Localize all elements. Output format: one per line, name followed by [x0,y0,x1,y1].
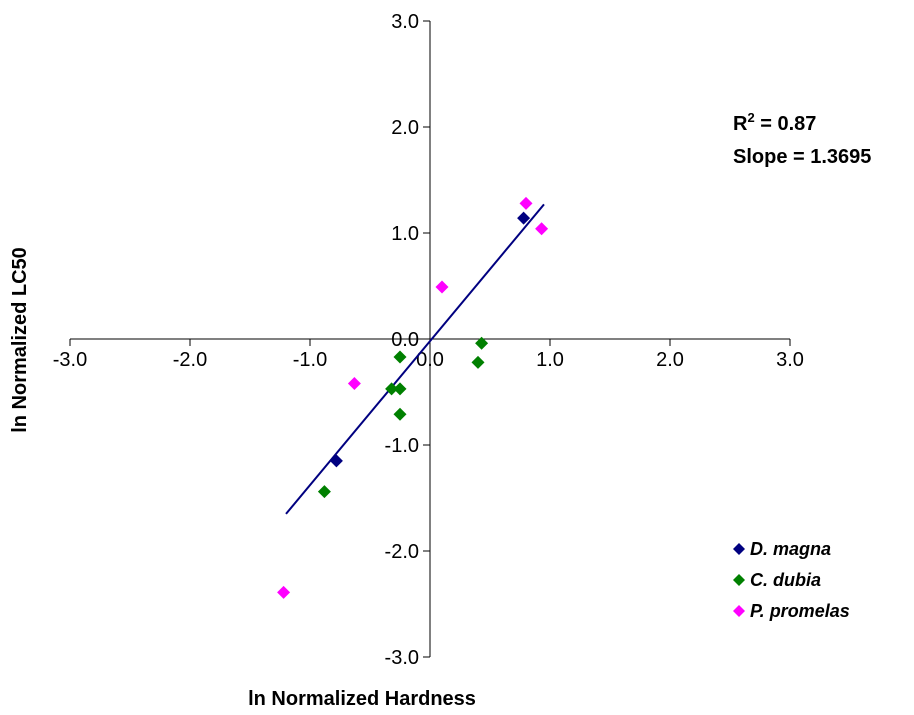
y-tick-label: 1.0 [391,223,419,245]
x-tick-label: 3.0 [776,349,804,371]
point-p-promelas [277,585,291,599]
point-p-promelas [347,377,361,391]
x-tick-label: -3.0 [53,349,87,371]
y-tick-label: -3.0 [385,647,419,669]
y-axis-title: ln Normalized LC50 [9,247,31,433]
trendline-group [285,203,545,515]
axes [69,20,791,658]
y-tick-label: 2.0 [391,117,419,139]
r-squared-superscript: 2 [747,110,754,125]
r-squared-annotation: R2 = 0.87 [733,110,816,135]
legend-label-d-magna: D. magna [750,539,831,559]
point-c-dubia [393,382,407,396]
legend-marker-p-promelas [733,605,745,617]
legend-label-c-dubia: C. dubia [750,570,821,590]
point-p-promelas [535,222,549,236]
data-points [277,196,549,599]
point-c-dubia [393,407,407,421]
point-c-dubia [317,485,331,499]
point-c-dubia [475,336,489,350]
legend-label-p-promelas: P. promelas [750,601,850,621]
point-c-dubia [385,382,399,396]
tick-labels: -3.0 -2.0 -1.0 0.0 1.0 2.0 3.0 3.0 2.0 1.0 0.0 -1.0… [53,11,804,669]
y-tick-label: -1.0 [385,435,419,457]
y-tick-label: -2.0 [385,541,419,563]
x-tick-label: 1.0 [536,349,564,371]
legend-marker-c-dubia [733,574,745,586]
trendline [285,203,545,515]
legend-marker-d-magna [733,543,745,555]
r-squared-value: = 0.87 [755,113,817,135]
point-p-promelas [435,280,449,294]
y-tick-label: 0.0 [391,329,419,351]
x-tick-label: -2.0 [173,349,207,371]
point-c-dubia [471,355,485,369]
r-squared-prefix: R [733,113,748,135]
point-d-magna [517,211,531,225]
y-tick-label: 3.0 [391,11,419,33]
point-p-promelas [519,196,533,210]
x-tick-label: -1.0 [293,349,327,371]
legend: D. magna C. dubia P. promelas [733,539,850,621]
x-tick-label: 0.0 [416,349,444,371]
point-c-dubia [393,350,407,364]
x-axis-title: ln Normalized Hardness [248,688,476,710]
point-d-magna [329,454,343,468]
x-tick-label: 2.0 [656,349,684,371]
slope-annotation: Slope = 1.3695 [733,146,871,168]
